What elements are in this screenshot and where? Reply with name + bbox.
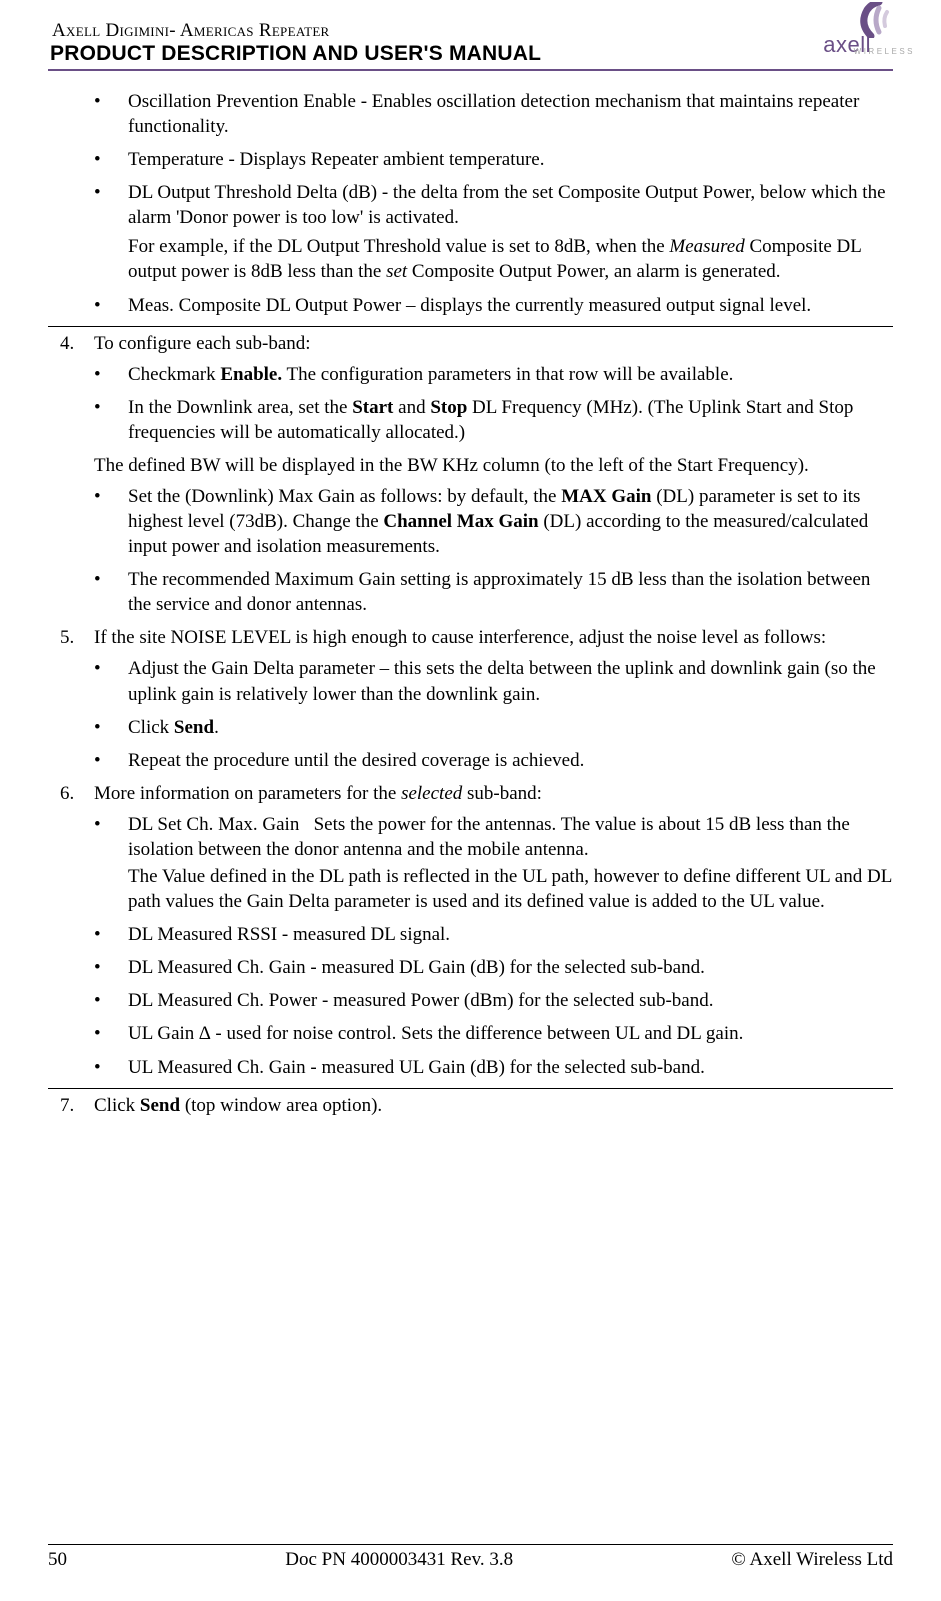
footer-copyright: © Axell Wireless Ltd: [731, 1549, 893, 1571]
step-bullet-item: Adjust the Gain Delta parameter – this s…: [94, 656, 893, 706]
intro-bullet-item: DL Output Threshold Delta (dB) - the del…: [94, 180, 893, 284]
step-text: To configure each sub-band:: [94, 331, 893, 356]
page-header: axell WIRELESS Axell Digimini- Americas …: [48, 20, 893, 71]
page-footer: 50 Doc PN 4000003431 Rev. 3.8 © Axell Wi…: [48, 1544, 893, 1571]
step-bullet-item: DL Measured Ch. Power - measured Power (…: [94, 988, 893, 1013]
footer-page-number: 50: [48, 1549, 67, 1571]
step-text: If the site NOISE LEVEL is high enough t…: [94, 625, 893, 650]
step-bullet-list: Set the (Downlink) Max Gain as follows: …: [94, 484, 893, 617]
step-bullet-item: The recommended Maximum Gain setting is …: [94, 567, 893, 617]
step-bullet-item: UL Measured Ch. Gain - measured UL Gain …: [94, 1055, 893, 1080]
logo: axell WIRELESS: [773, 8, 893, 60]
step-bullet-item: UL Gain ∆ - used for noise control. Sets…: [94, 1021, 893, 1046]
intro-bullet-item: Oscillation Prevention Enable - Enables …: [94, 89, 893, 139]
logo-subtext: WIRELESS: [854, 47, 915, 56]
step-bullet-item: DL Set Ch. Max. Gain Sets the power for …: [94, 812, 893, 914]
step-bullet-item: In the Downlink area, set the Start and …: [94, 395, 893, 445]
step-bullet-list: Adjust the Gain Delta parameter – this s…: [94, 656, 893, 772]
footer-doc-id: Doc PN 4000003431 Rev. 3.8: [285, 1549, 513, 1571]
header-manual-title: PRODUCT DESCRIPTION AND USER'S MANUAL: [48, 42, 893, 71]
step-bullet-item: DL Measured Ch. Gain - measured DL Gain …: [94, 955, 893, 980]
intro-bullet-item: Temperature - Displays Repeater ambient …: [94, 147, 893, 172]
step-bullet-item: Click Send.: [94, 715, 893, 740]
step-item: To configure each sub-band: Checkmark Ena…: [48, 326, 893, 618]
step-bullet-list: DL Set Ch. Max. Gain Sets the power for …: [94, 812, 893, 1080]
page-content: Oscillation Prevention Enable - Enables …: [48, 79, 893, 1118]
step-mid-paragraph: The defined BW will be displayed in the …: [94, 453, 893, 478]
step-bullet-list: Checkmark Enable. The configuration para…: [94, 362, 893, 445]
step-item: More information on parameters for the s…: [48, 781, 893, 1080]
intro-bullet-item: Meas. Composite DL Output Power – displa…: [94, 293, 893, 318]
numbered-steps: To configure each sub-band: Checkmark Ena…: [48, 326, 893, 1118]
intro-bullet-subtext: For example, if the DL Output Threshold …: [128, 234, 893, 284]
intro-bullet-list: Oscillation Prevention Enable - Enables …: [48, 89, 893, 318]
step-bullet-item: Repeat the procedure until the desired c…: [94, 748, 893, 773]
step-item: If the site NOISE LEVEL is high enough t…: [48, 625, 893, 772]
step-text: Click Send (top window area option).: [94, 1093, 893, 1118]
step-item: Click Send (top window area option).: [48, 1088, 893, 1118]
step-text: More information on parameters for the s…: [94, 781, 893, 806]
step-bullet-item: Checkmark Enable. The configuration para…: [94, 362, 893, 387]
step-bullet-item: Set the (Downlink) Max Gain as follows: …: [94, 484, 893, 559]
header-product-line: Axell Digimini- Americas Repeater: [48, 20, 893, 42]
step-bullet-item: DL Measured RSSI - measured DL signal.: [94, 922, 893, 947]
